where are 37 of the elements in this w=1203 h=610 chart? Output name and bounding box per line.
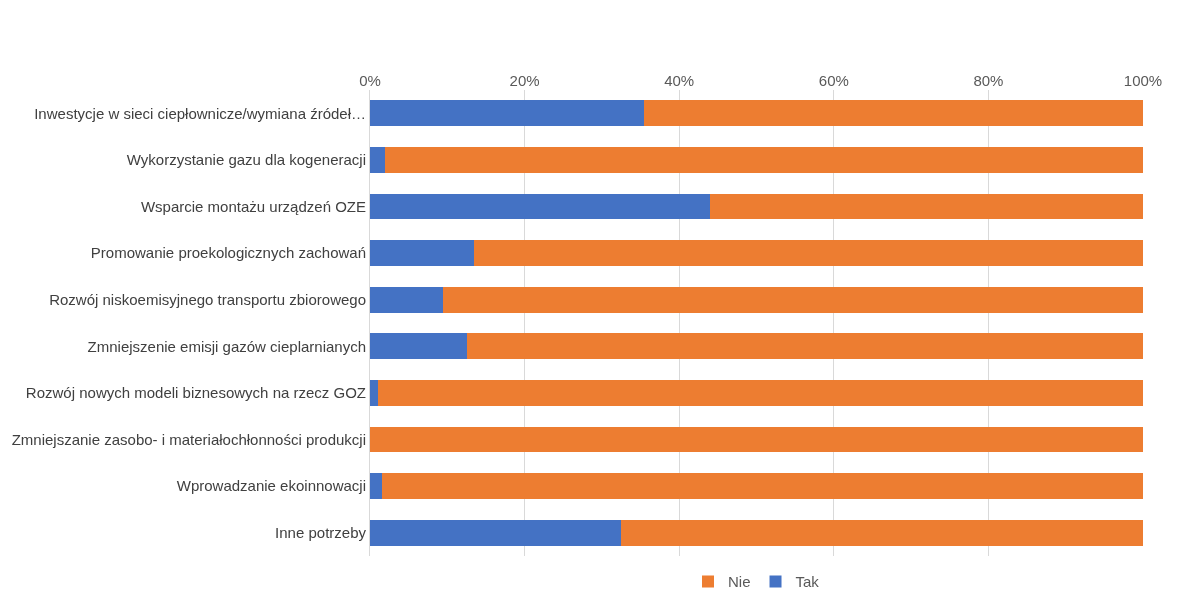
legend-label: Tak bbox=[795, 573, 820, 591]
x-tick-label: 100% bbox=[1123, 72, 1163, 89]
bar bbox=[381, 473, 1143, 499]
bar bbox=[370, 426, 1143, 453]
y-tick-label: Wykorzystanie gazu dla kogeneracji bbox=[126, 151, 366, 169]
legend-label: Nie bbox=[728, 573, 751, 591]
x-tick-label: 40% bbox=[664, 72, 695, 89]
y-tick-label: Inne potrzeby bbox=[275, 523, 367, 541]
bar bbox=[370, 147, 386, 173]
y-tick-label: Wsparcie montażu urządzeń OZE bbox=[140, 197, 366, 215]
bar bbox=[370, 380, 378, 406]
bar bbox=[621, 519, 1143, 546]
bar bbox=[370, 473, 382, 499]
bar bbox=[370, 519, 622, 546]
x-tick-label: 0% bbox=[359, 72, 381, 89]
bar bbox=[710, 193, 1143, 220]
y-tick-label: Promowanie proekologicznych zachowań bbox=[90, 244, 366, 262]
bar bbox=[385, 147, 1143, 173]
bar bbox=[370, 286, 444, 313]
bar bbox=[377, 380, 1143, 406]
x-tick-label: 80% bbox=[973, 72, 1004, 89]
bar bbox=[474, 240, 1143, 266]
y-tick-label: Wprowadzanie ekoinnowacji bbox=[176, 477, 366, 495]
x-tick-label: 20% bbox=[509, 72, 540, 89]
y-tick-label: Zmniejszenie emisji gazów cieplarnianych bbox=[87, 337, 366, 355]
bar bbox=[370, 240, 475, 266]
y-tick-label: Rozwój niskoemisyjnego transportu zbiorowego bbox=[49, 290, 366, 308]
y-tick-label: Zmniejszanie zasobo- i materiałochłonności produkcji bbox=[11, 430, 366, 448]
bar bbox=[370, 193, 711, 220]
bar bbox=[466, 333, 1143, 360]
y-tick-label: Inwestycje w sieci ciepłownicze/wymiana źródeł… bbox=[34, 104, 366, 122]
y-tick-label: Rozwój nowych modeli biznesowych na rzecz GOZ bbox=[25, 384, 366, 402]
bar bbox=[443, 286, 1143, 313]
bar bbox=[644, 100, 1143, 127]
bar bbox=[370, 333, 467, 360]
x-tick-label: 60% bbox=[818, 72, 849, 89]
bar bbox=[370, 100, 645, 127]
